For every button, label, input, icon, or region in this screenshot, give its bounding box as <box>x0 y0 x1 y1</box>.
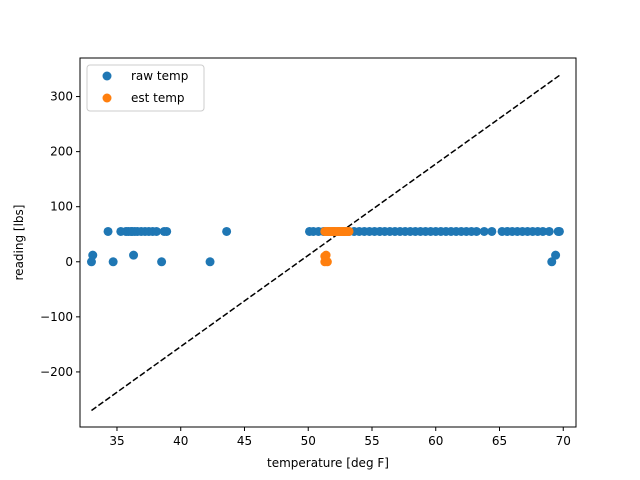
point-raw-temp <box>479 226 489 236</box>
point-est-temp <box>344 226 354 236</box>
series-est-temp <box>320 226 354 267</box>
y-tick-label: 300 <box>50 90 73 104</box>
point-est-temp <box>321 250 331 260</box>
point-raw-temp <box>547 257 557 267</box>
reference-line <box>91 73 562 412</box>
x-tick-label: 40 <box>173 434 188 448</box>
point-raw-temp <box>554 226 564 236</box>
point-raw-temp <box>487 226 497 236</box>
x-tick-label: 55 <box>364 434 379 448</box>
x-tick-label: 70 <box>556 434 571 448</box>
point-raw-temp <box>157 257 167 267</box>
x-tick-label: 50 <box>301 434 316 448</box>
y-axis: −200 −100 0 100 200 300 <box>40 90 80 379</box>
point-raw-temp <box>129 250 139 260</box>
point-raw-temp <box>472 226 482 236</box>
y-tick-label: 200 <box>50 145 73 159</box>
point-raw-temp <box>152 226 162 236</box>
point-raw-temp <box>103 226 113 236</box>
series-raw-temp <box>86 226 564 267</box>
point-raw-temp <box>162 226 172 236</box>
x-axis: 35 40 45 50 55 60 65 70 <box>109 427 571 448</box>
point-raw-temp <box>205 257 215 267</box>
x-axis-label: temperature [deg F] <box>267 456 389 470</box>
axes-frame <box>79 57 577 428</box>
y-axis-label: reading [lbs] <box>12 205 26 281</box>
y-tick-label: −100 <box>40 310 73 324</box>
legend: raw temp est temp <box>86 64 205 112</box>
x-tick-label: 45 <box>237 434 252 448</box>
y-tick-label: −200 <box>40 365 73 379</box>
point-raw-temp <box>551 250 561 260</box>
legend-marker-raw-temp <box>102 71 112 81</box>
point-raw-temp <box>108 257 118 267</box>
point-raw-temp <box>222 226 232 236</box>
point-raw-temp <box>544 226 554 236</box>
point-raw-temp <box>538 226 548 236</box>
legend-label-est-temp: est temp <box>131 91 185 105</box>
legend-box <box>86 64 205 112</box>
y-tick-label: 100 <box>50 200 73 214</box>
x-tick-label: 60 <box>428 434 443 448</box>
point-raw-temp <box>88 250 98 260</box>
x-tick-label: 35 <box>109 434 124 448</box>
plot-area <box>86 73 564 412</box>
x-tick-label: 65 <box>492 434 507 448</box>
legend-marker-est-temp <box>102 93 112 103</box>
y-tick-label: 0 <box>65 255 73 269</box>
legend-label-raw-temp: raw temp <box>131 69 188 83</box>
